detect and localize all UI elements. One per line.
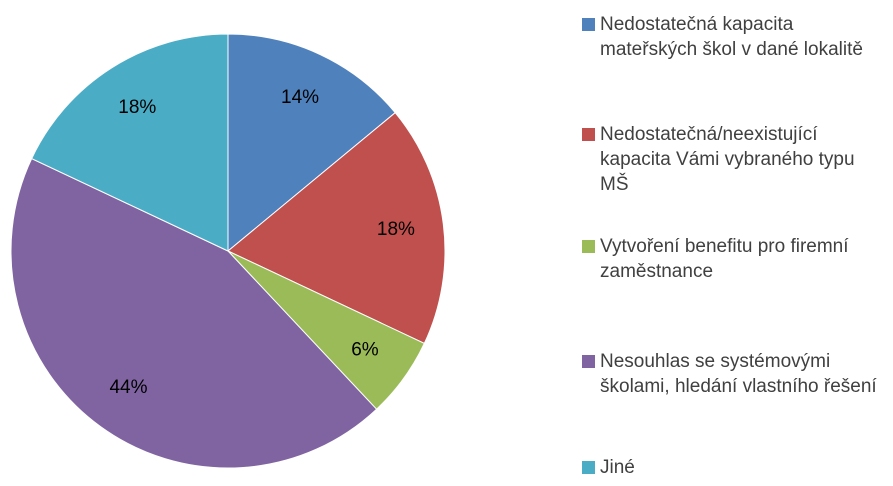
legend-item: Jiné [582,455,887,480]
pie-slice [227,33,396,253]
legend-swatch [582,461,595,474]
legend-label: Vytvoření benefitu pro firemní zaměstnan… [600,236,849,282]
legend-item: Nesouhlas se systémovými školami, hledán… [582,349,887,399]
legend-label: Jiné [600,457,635,478]
data-label: 18% [377,219,415,240]
legend-item: Nedostatečná kapacita mateřských škol v … [582,12,887,62]
legend-item: Nedostatečná/neexistující kapacita Vámi … [582,122,887,197]
legend-swatch [582,240,595,253]
legend-swatch [582,128,595,141]
pie-slice [10,157,378,469]
pie-slice [30,33,229,252]
legend-label: Nedostatečná kapacita mateřských škol v … [600,14,863,60]
data-label: 14% [281,87,319,108]
pie-slice [227,111,446,345]
legend-label: Nedostatečná/neexistující kapacita Vámi … [600,124,855,195]
legend-swatch [582,355,595,368]
legend-swatch [582,18,595,31]
legend-label: Nesouhlas se systémovými školami, hledán… [600,351,877,397]
legend-item: Vytvoření benefitu pro firemní zaměstnan… [582,234,887,284]
data-label: 44% [109,377,147,398]
data-label: 6% [351,340,379,361]
data-label: 18% [118,97,156,118]
